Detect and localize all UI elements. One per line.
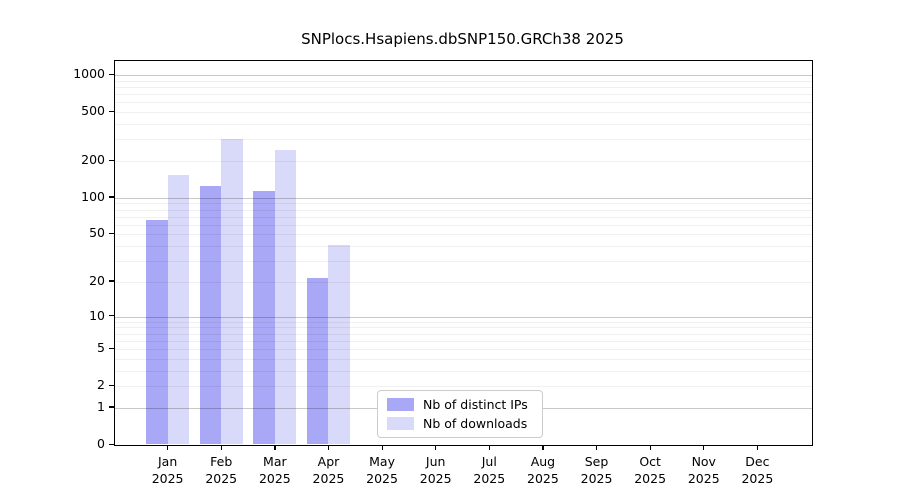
x-tick-label: Jun 2025 xyxy=(419,454,452,486)
x-tick xyxy=(756,445,759,450)
gridline-minor xyxy=(115,234,812,236)
legend-item-downloads: Nb of downloads xyxy=(387,416,533,431)
legend-item-distinct-ips: Nb of distinct IPs xyxy=(387,397,533,412)
x-tick xyxy=(488,445,490,450)
chart-title: SNPlocs.Hsapiens.dbSNP150.GRCh38 2025 xyxy=(301,30,624,48)
gridline-minor xyxy=(115,281,812,283)
bar-downloads xyxy=(167,174,190,444)
gridline-minor xyxy=(115,349,812,351)
x-tick-label: Oct 2025 xyxy=(634,454,667,486)
x-tick-label: May 2025 xyxy=(366,454,398,486)
legend-label-downloads: Nb of downloads xyxy=(423,416,528,431)
gridline-minor xyxy=(115,246,812,248)
gridline-minor xyxy=(115,261,812,263)
x-tick xyxy=(381,445,383,450)
x-tick xyxy=(596,445,598,450)
y-tick xyxy=(109,232,114,235)
gridline-major xyxy=(115,197,812,199)
y-tick-label: 20 xyxy=(89,272,105,288)
y-tick-label: 1 xyxy=(97,398,105,414)
gridline-minor xyxy=(115,209,812,211)
y-tick-label: 50 xyxy=(89,225,105,241)
x-tick xyxy=(649,445,651,450)
x-tick xyxy=(542,445,544,450)
x-tick-label: Aug 2025 xyxy=(527,454,559,486)
y-tick xyxy=(109,315,114,317)
y-tick xyxy=(109,443,114,445)
bar-distinct-ips xyxy=(306,278,329,444)
gridline-minor xyxy=(115,386,812,388)
gridline-minor xyxy=(115,139,812,141)
gridline-minor xyxy=(115,203,812,205)
gridline-minor xyxy=(115,370,812,372)
gridline-minor xyxy=(115,224,812,226)
legend-swatch-downloads xyxy=(387,417,414,430)
y-tick xyxy=(109,384,114,386)
x-tick-label: Nov 2025 xyxy=(687,454,720,486)
y-tick xyxy=(109,406,114,408)
gridline-minor xyxy=(115,321,812,323)
x-tick xyxy=(167,445,169,450)
y-tick-label: 100 xyxy=(81,188,105,204)
y-tick-label: 1000 xyxy=(73,66,105,82)
x-tick-label: Sep 2025 xyxy=(580,454,613,486)
gridline-minor xyxy=(115,333,812,335)
y-tick xyxy=(109,159,114,161)
x-tick xyxy=(703,445,705,450)
gridline-major xyxy=(115,316,812,318)
y-tick xyxy=(109,347,114,349)
gridline-minor xyxy=(115,124,812,126)
gridline-minor xyxy=(115,216,812,218)
x-tick-label: Apr 2025 xyxy=(312,454,345,486)
x-tick-label: Mar 2025 xyxy=(258,454,291,486)
y-tick-label: 5 xyxy=(97,340,105,356)
bar-distinct-ips xyxy=(199,185,222,444)
gridline-minor xyxy=(115,340,812,342)
bar-downloads xyxy=(328,245,350,444)
gridline-minor xyxy=(115,161,812,162)
y-tick xyxy=(109,73,114,75)
bar-downloads xyxy=(274,149,297,444)
y-tick-label: 2 xyxy=(97,377,105,393)
x-tick-label: Jul 2025 xyxy=(473,454,506,486)
gridline-minor xyxy=(115,112,812,114)
gridline-minor xyxy=(115,86,812,88)
gridline-major xyxy=(115,75,812,77)
x-tick-label: Feb 2025 xyxy=(205,454,238,486)
y-tick-label: 200 xyxy=(81,152,105,167)
bar-distinct-ips xyxy=(146,219,168,444)
gridline-minor xyxy=(115,327,812,329)
gridline-minor xyxy=(115,80,812,82)
y-tick xyxy=(109,280,114,282)
legend-swatch-distinct-ips xyxy=(387,398,414,411)
gridline-minor xyxy=(115,358,812,360)
x-tick-label: Jan 2025 xyxy=(151,454,184,486)
x-tick xyxy=(327,445,330,450)
bar-downloads xyxy=(221,138,243,444)
y-tick xyxy=(109,196,114,198)
y-tick-label: 500 xyxy=(81,103,105,119)
x-tick xyxy=(435,445,437,450)
x-tick-label: Dec 2025 xyxy=(741,454,774,486)
gridline-minor xyxy=(115,102,812,104)
y-tick xyxy=(109,110,114,112)
legend-label-distinct-ips: Nb of distinct IPs xyxy=(423,397,528,412)
bar-distinct-ips xyxy=(253,190,275,444)
x-tick xyxy=(274,445,276,450)
y-tick-label: 0 xyxy=(97,436,105,451)
x-tick xyxy=(220,445,222,450)
y-tick-label: 10 xyxy=(89,307,105,323)
legend: Nb of distinct IPs Nb of downloads xyxy=(377,390,543,438)
gridline-minor xyxy=(115,94,812,96)
